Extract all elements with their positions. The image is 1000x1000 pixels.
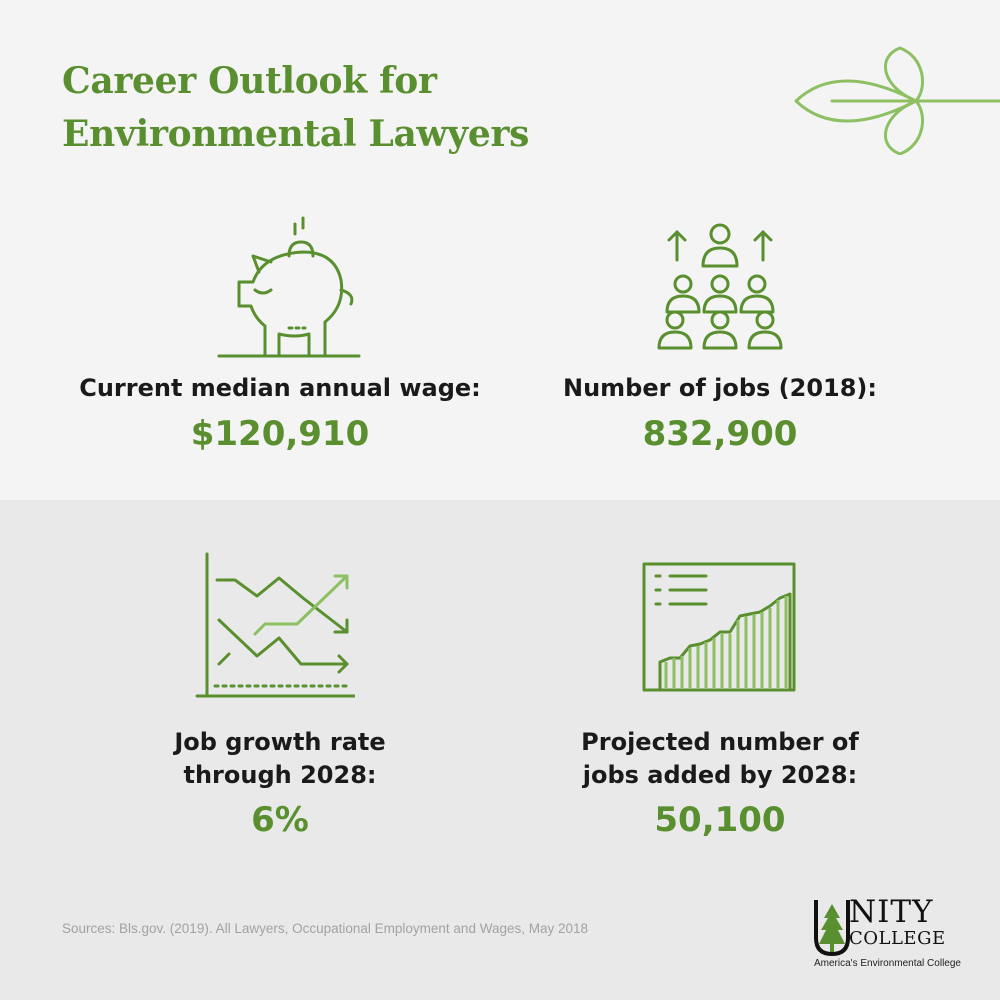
stat-projected-jobs: Projected number of jobs added by 2028: … — [480, 560, 960, 840]
jobs-value: 832,900 — [642, 414, 798, 454]
jobs-label: Number of jobs (2018): — [563, 374, 877, 402]
page-title: Career Outlook for Environmental Lawyers — [62, 55, 702, 161]
leaf-branch-icon — [794, 46, 1000, 155]
piggy-bank-icon — [217, 216, 361, 358]
projected-label: Projected number of jobs added by 2028: — [480, 726, 960, 792]
growth-label: Job growth rate through 2028: — [40, 726, 520, 792]
trend-chart-icon — [195, 552, 355, 698]
page-title-line2: Environmental Lawyers — [62, 113, 530, 155]
people-growth-icon — [657, 223, 783, 350]
logo-tagline: America's Environmental College — [814, 958, 961, 969]
projected-label-line1: Projected number of — [581, 728, 859, 756]
growth-label-line1: Job growth rate — [174, 728, 386, 756]
unity-college-logo: NITY COLLEGE America's Environmental Col… — [812, 894, 974, 976]
logo-word-college: COLLEGE — [849, 928, 946, 949]
stat-job-growth-rate: Job growth rate through 2028: 6% — [40, 548, 520, 840]
wage-label: Current median annual wage: — [79, 374, 481, 402]
sources-note: Sources: Bls.gov. (2019). All Lawyers, O… — [62, 921, 589, 936]
tree-u-logo-icon — [814, 900, 850, 956]
growth-label-line2: through 2028: — [183, 761, 377, 789]
stat-median-wage: Current median annual wage: $120,910 — [40, 210, 520, 460]
projected-value: 50,100 — [654, 800, 786, 840]
stat-number-of-jobs: Number of jobs (2018): 832,900 — [480, 210, 960, 460]
growth-value: 6% — [251, 800, 309, 840]
logo-word-nity: NITY — [849, 894, 934, 930]
page-title-line1: Career Outlook for — [62, 60, 437, 102]
projected-label-line2: jobs added by 2028: — [582, 761, 858, 789]
bar-growth-chart-icon — [642, 562, 796, 692]
wage-value: $120,910 — [190, 414, 370, 454]
